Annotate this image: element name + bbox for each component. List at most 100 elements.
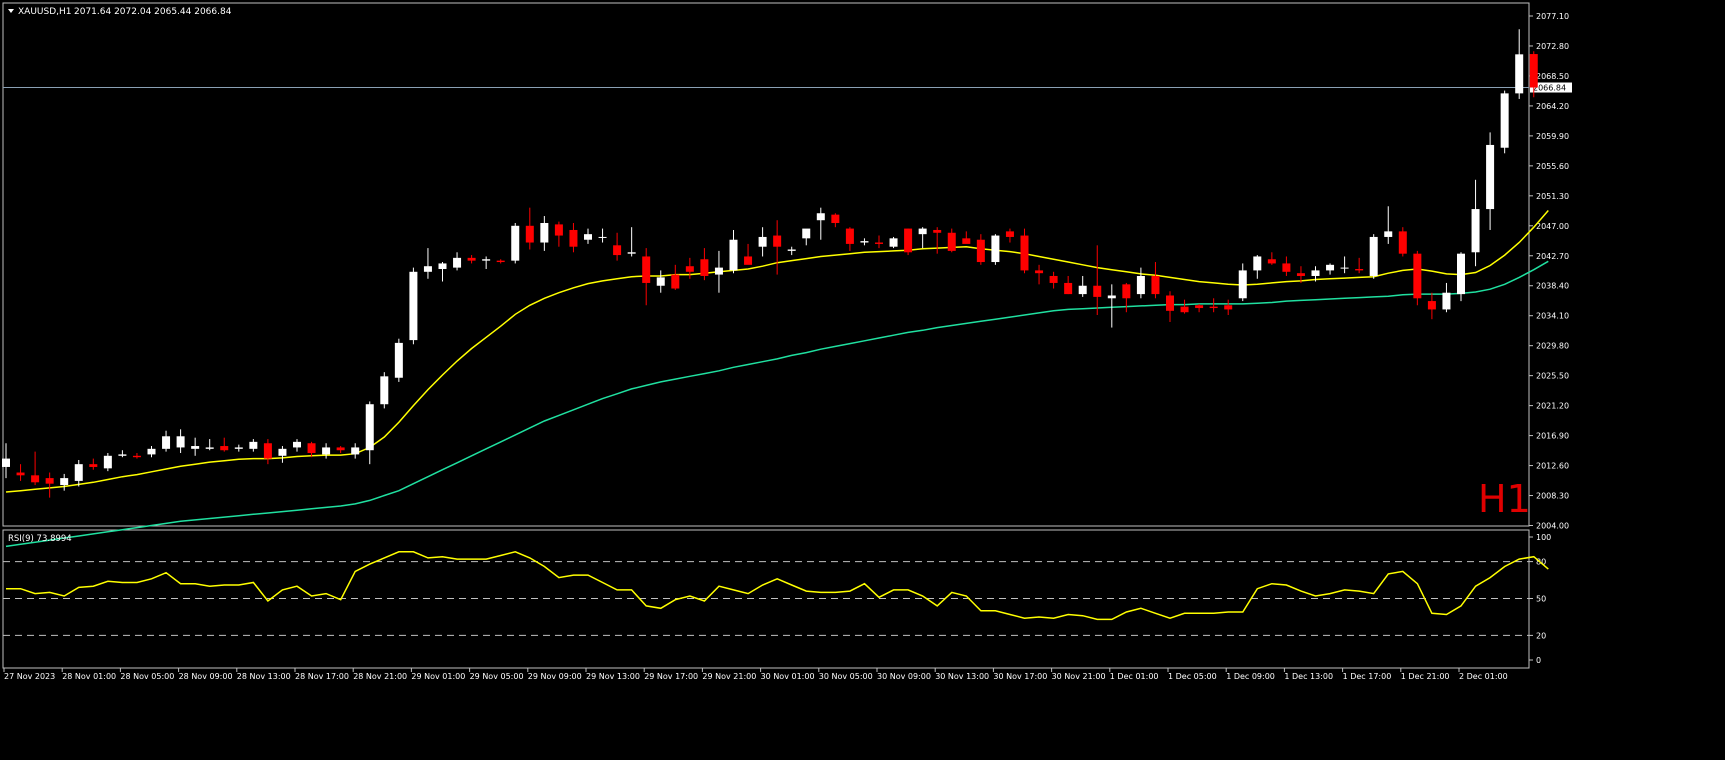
bull-candle bbox=[1078, 275, 1087, 297]
candle-body bbox=[74, 464, 83, 481]
bear-candle bbox=[700, 248, 709, 281]
candle-body bbox=[598, 236, 607, 238]
bear-candle bbox=[671, 264, 680, 290]
candle-body bbox=[816, 213, 825, 221]
candle-body bbox=[1529, 54, 1538, 88]
collapse-triangle-icon[interactable] bbox=[8, 9, 14, 13]
symbol-label: XAUUSD,H1 bbox=[18, 7, 72, 17]
ma-slow-line bbox=[5, 260, 1549, 548]
candles bbox=[2, 29, 1538, 498]
bear-candle bbox=[1122, 282, 1131, 313]
candle-body bbox=[234, 447, 243, 449]
candle-body bbox=[1457, 253, 1465, 295]
time-tick-label: 30 Nov 21:00 bbox=[1052, 672, 1106, 681]
price-tick-label: 2047.00 bbox=[1536, 222, 1569, 231]
candle-body bbox=[1471, 209, 1480, 253]
candle-body bbox=[1107, 295, 1116, 299]
time-tick-label: 29 Nov 21:00 bbox=[702, 672, 756, 681]
candle-body bbox=[1398, 231, 1407, 254]
price-tick-label: 2016.90 bbox=[1536, 432, 1569, 441]
current-price-line: 2066.84 bbox=[3, 82, 1572, 93]
time-tick-label: 28 Nov 09:00 bbox=[179, 672, 233, 681]
bull-candle bbox=[511, 223, 520, 264]
candle-body bbox=[1486, 144, 1495, 210]
bull-candle bbox=[889, 236, 898, 249]
candle-body bbox=[1515, 54, 1524, 94]
bull-candle bbox=[482, 256, 491, 270]
ohlc-label: 2071.64 2072.04 2065.44 2066.84 bbox=[74, 7, 232, 17]
bull-candle bbox=[394, 338, 403, 382]
bear-candle bbox=[845, 227, 854, 251]
candle-body bbox=[904, 228, 913, 253]
candle-body bbox=[132, 455, 141, 458]
bull-candle bbox=[191, 437, 200, 456]
bull-candle bbox=[205, 439, 214, 451]
bear-candle bbox=[1427, 292, 1436, 320]
bear-candle bbox=[263, 439, 272, 465]
rsi-tick-label: 20 bbox=[1536, 631, 1546, 640]
bear-candle bbox=[1209, 298, 1218, 313]
bear-candle bbox=[307, 441, 316, 458]
bull-candle bbox=[1107, 284, 1116, 328]
candle-body bbox=[1122, 284, 1131, 299]
time-tick-label: 1 Dec 05:00 bbox=[1168, 672, 1217, 681]
candle-body bbox=[278, 448, 287, 456]
candle-body bbox=[263, 443, 272, 459]
time-tick-label: 1 Dec 17:00 bbox=[1343, 672, 1392, 681]
candle-body bbox=[1005, 231, 1014, 237]
bear-candle bbox=[45, 472, 54, 498]
bull-candle bbox=[1253, 255, 1262, 279]
candle-body bbox=[162, 436, 171, 449]
candle-body bbox=[554, 224, 563, 236]
candle-body bbox=[496, 260, 505, 263]
candle-body bbox=[845, 228, 854, 244]
bear-candle bbox=[1180, 299, 1189, 314]
candle-body bbox=[1020, 235, 1029, 271]
rsi-levels bbox=[3, 561, 1529, 636]
candle-body bbox=[1238, 270, 1247, 299]
timeframe-label: H1 bbox=[1478, 477, 1531, 521]
bull-candle bbox=[627, 227, 636, 257]
bear-candle bbox=[16, 464, 25, 481]
candle-body bbox=[1136, 275, 1145, 295]
bull-candle bbox=[438, 262, 447, 282]
candle-body bbox=[336, 447, 345, 451]
time-tick-label: 28 Nov 01:00 bbox=[62, 672, 116, 681]
candle-body bbox=[947, 232, 956, 251]
bull-candle bbox=[729, 229, 738, 274]
rsi-tick-label: 50 bbox=[1536, 595, 1546, 604]
bear-candle bbox=[744, 243, 753, 265]
bull-candle bbox=[453, 252, 462, 271]
bear-candle bbox=[1413, 250, 1422, 306]
bull-candle bbox=[293, 439, 301, 452]
bull-candle bbox=[1136, 267, 1145, 299]
candle-body bbox=[1064, 282, 1073, 295]
candle-body bbox=[773, 235, 782, 247]
bear-candle bbox=[1529, 51, 1538, 98]
time-tick-label: 30 Nov 05:00 bbox=[819, 672, 873, 681]
bull-candle bbox=[1457, 252, 1465, 302]
bear-candle bbox=[525, 207, 534, 250]
rsi-line bbox=[6, 551, 1549, 621]
bull-candle bbox=[365, 401, 374, 465]
bull-candle bbox=[816, 207, 825, 240]
time-tick-label: 29 Nov 01:00 bbox=[411, 672, 465, 681]
candle-body bbox=[758, 236, 767, 247]
candle-body bbox=[656, 277, 665, 286]
bull-candle bbox=[2, 443, 10, 479]
chart-header: XAUUSD,H1 2071.64 2072.04 2065.44 2066.8… bbox=[8, 7, 232, 17]
bull-candle bbox=[1340, 256, 1349, 274]
bear-candle bbox=[31, 451, 40, 486]
price-panel-frame bbox=[2, 2, 1530, 527]
bull-candle bbox=[234, 444, 243, 452]
candle-body bbox=[540, 223, 549, 243]
bull-candle bbox=[322, 443, 331, 459]
candle-body bbox=[1340, 267, 1349, 269]
price-marker-label: 2066.84 bbox=[1533, 84, 1566, 93]
candle-body bbox=[438, 263, 447, 270]
price-tick-label: 2021.20 bbox=[1536, 402, 1569, 411]
price-tick-label: 2004.00 bbox=[1536, 522, 1569, 531]
